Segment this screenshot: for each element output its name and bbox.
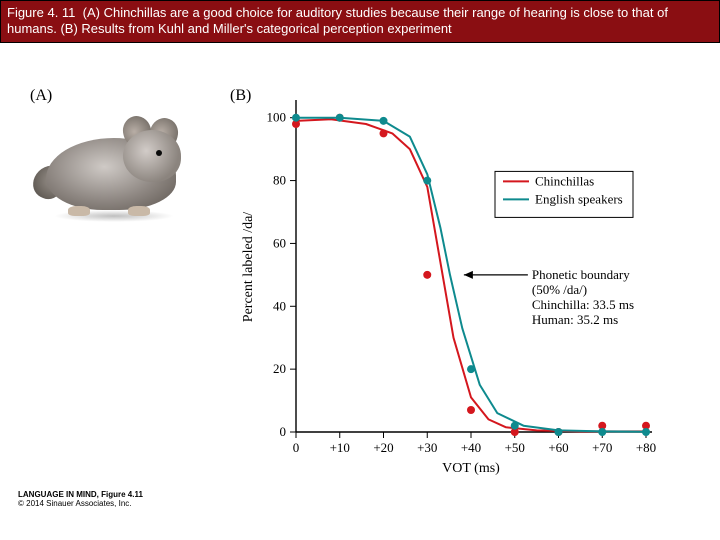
- credit-line: LANGUAGE IN MIND, Figure 4.11 © 2014 Sin…: [18, 490, 143, 508]
- figure-caption: Figure 4. 11 (A) Chinchillas are a good …: [0, 0, 720, 43]
- svg-text:+10: +10: [330, 440, 350, 455]
- chinchilla-head: [123, 130, 181, 182]
- svg-text:0: 0: [280, 424, 287, 439]
- credit-line1: LANGUAGE IN MIND, Figure 4.11: [18, 490, 143, 499]
- svg-text:+20: +20: [373, 440, 393, 455]
- chinchilla-foot: [128, 206, 150, 216]
- svg-text:English speakers: English speakers: [535, 191, 623, 206]
- svg-text:20: 20: [273, 361, 286, 376]
- svg-text:80: 80: [273, 173, 286, 188]
- svg-text:Human: 35.2 ms: Human: 35.2 ms: [532, 312, 618, 327]
- svg-text:Phonetic boundary: Phonetic boundary: [532, 267, 630, 282]
- svg-text:+40: +40: [461, 440, 481, 455]
- svg-text:+30: +30: [417, 440, 437, 455]
- svg-text:+60: +60: [548, 440, 568, 455]
- svg-text:100: 100: [267, 110, 287, 125]
- svg-text:+80: +80: [636, 440, 656, 455]
- svg-text:+50: +50: [505, 440, 525, 455]
- credit-line2: © 2014 Sinauer Associates, Inc.: [18, 499, 132, 508]
- svg-text:Chinchillas: Chinchillas: [535, 173, 594, 188]
- svg-text:40: 40: [273, 298, 286, 313]
- svg-text:Chinchilla: 33.5 ms: Chinchilla: 33.5 ms: [532, 297, 634, 312]
- svg-text:0: 0: [293, 440, 300, 455]
- chinchilla-photo: [28, 110, 193, 215]
- svg-text:(50% /da/): (50% /da/): [532, 282, 587, 297]
- panel-a-label: (A): [30, 87, 52, 105]
- chart-svg: 0 +10 +20 +30 +40 +50 +60 +70 +80 0 20 40 60 80 100 VOT…: [232, 88, 702, 488]
- figure-caption-text: Figure 4. 11 (A) Chinchillas are a good …: [7, 5, 668, 36]
- svg-text:VOT (ms): VOT (ms): [442, 461, 500, 476]
- svg-text:60: 60: [273, 235, 286, 250]
- svg-text:+70: +70: [592, 440, 612, 455]
- svg-text:Percent labeled /da/: Percent labeled /da/: [241, 212, 256, 323]
- chinchilla-foot: [68, 206, 90, 216]
- vot-chart: 0 +10 +20 +30 +40 +50 +60 +70 +80 0 20 40 60 80 100 VOT…: [232, 88, 702, 488]
- chinchilla-eye: [156, 150, 162, 156]
